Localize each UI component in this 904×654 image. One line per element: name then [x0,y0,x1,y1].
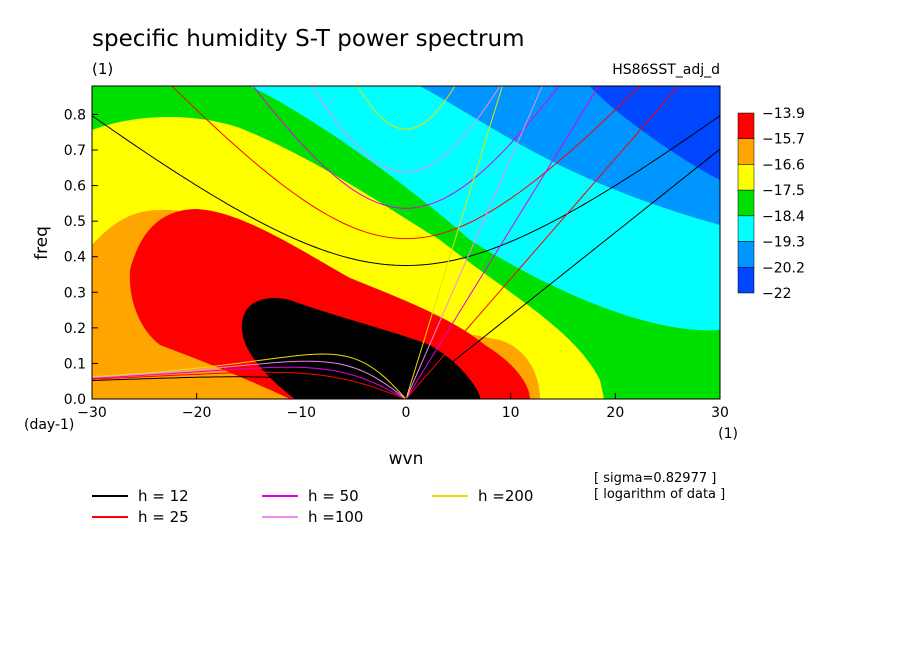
rossby-wave-curve [92,371,407,399]
annotation-sigma: [ sigma=0.82977 ] [594,471,716,486]
rossby-wave-curve [92,376,407,399]
colorbar-label: −18.4 [762,209,805,225]
y-tick-label: 0.2 [64,321,86,337]
colorbar-label: −17.5 [762,183,805,199]
x-tick-label: 20 [606,405,624,421]
y-axis-unit: (day-1) [24,417,74,433]
legend: h = 12 h = 25 h = 50 h =100 h =200 [92,487,533,526]
legend-label: h = 12 [138,487,189,505]
kelvin-wave-curve [405,86,600,399]
colorbar-swatch [737,138,755,165]
colorbar-label: −13.9 [762,106,805,122]
colorbar-label: −22 [762,286,792,302]
colorbar-swatch [737,112,755,139]
colorbar-label: −16.6 [762,157,805,173]
chart-subtitle-left: (1) [92,60,113,78]
x-tick-label: −30 [77,405,107,421]
kelvin-wave-curve [405,148,720,399]
inertia-gravity-wave-curve [311,86,501,173]
y-tick-label: 0.0 [64,392,86,408]
legend-label: h = 50 [308,487,359,505]
x-axis: −30 −20 −10 0 10 20 30 [77,393,729,421]
x-tick-label: −20 [182,405,212,421]
inertia-gravity-wave-curve [171,86,641,240]
x-tick-label: −10 [287,405,317,421]
chart-title: specific humidity S-T power spectrum [92,26,524,52]
y-tick-label: 0.4 [64,250,86,266]
colorbar-swatch [737,215,755,242]
y-tick-label: 0.8 [64,107,86,123]
x-tick-label: 0 [402,405,411,421]
x-axis-label: wvn [389,449,424,469]
dispersion-curves [92,86,720,399]
kelvin-wave-curve [405,86,680,399]
colorbar-swatch [737,241,755,268]
colorbar-label: −20.2 [762,260,805,276]
legend-label: h = 25 [138,508,189,526]
colorbar: −13.9 −15.7 −16.6 −17.5 −18.4 −19.3 −20.2 −22 [737,106,805,302]
inertia-gravity-wave-curve [252,86,560,209]
y-axis-label: freq [32,226,52,260]
y-tick-label: 0.5 [64,214,86,230]
annotation-logarithm: [ logarithm of data ] [594,487,725,502]
inertia-gravity-wave-curve [356,86,456,130]
colorbar-swatch [737,267,755,294]
legend-label: h =200 [478,487,533,505]
y-axis: 0.0 0.1 0.2 0.3 0.4 0.5 0.6 0.7 0.8 [64,107,98,408]
kelvin-wave-curve [405,86,543,399]
rossby-wave-curve [92,353,407,399]
legend-label: h =100 [308,508,363,526]
plot-area [91,85,721,400]
x-axis-unit: (1) [718,426,738,442]
colorbar-label: −15.7 [762,132,805,148]
y-tick-label: 0.3 [64,285,86,301]
rossby-wave-curve [92,360,407,399]
kelvin-wave-curve [405,86,503,399]
colorbar-swatch [737,189,755,217]
y-tick-label: 0.1 [64,356,86,372]
rossby-wave-curve [92,366,407,399]
colorbar-label: −19.3 [762,235,805,251]
chart-subtitle-right: HS86SST_adj_d [612,62,720,78]
y-tick-label: 0.6 [64,179,86,195]
x-tick-label: 30 [711,405,729,421]
colorbar-swatch [737,164,755,191]
y-tick-label: 0.7 [64,143,86,159]
inertia-gravity-wave-curve [92,115,720,266]
x-tick-label: 10 [502,405,520,421]
contour-fills [92,86,720,399]
